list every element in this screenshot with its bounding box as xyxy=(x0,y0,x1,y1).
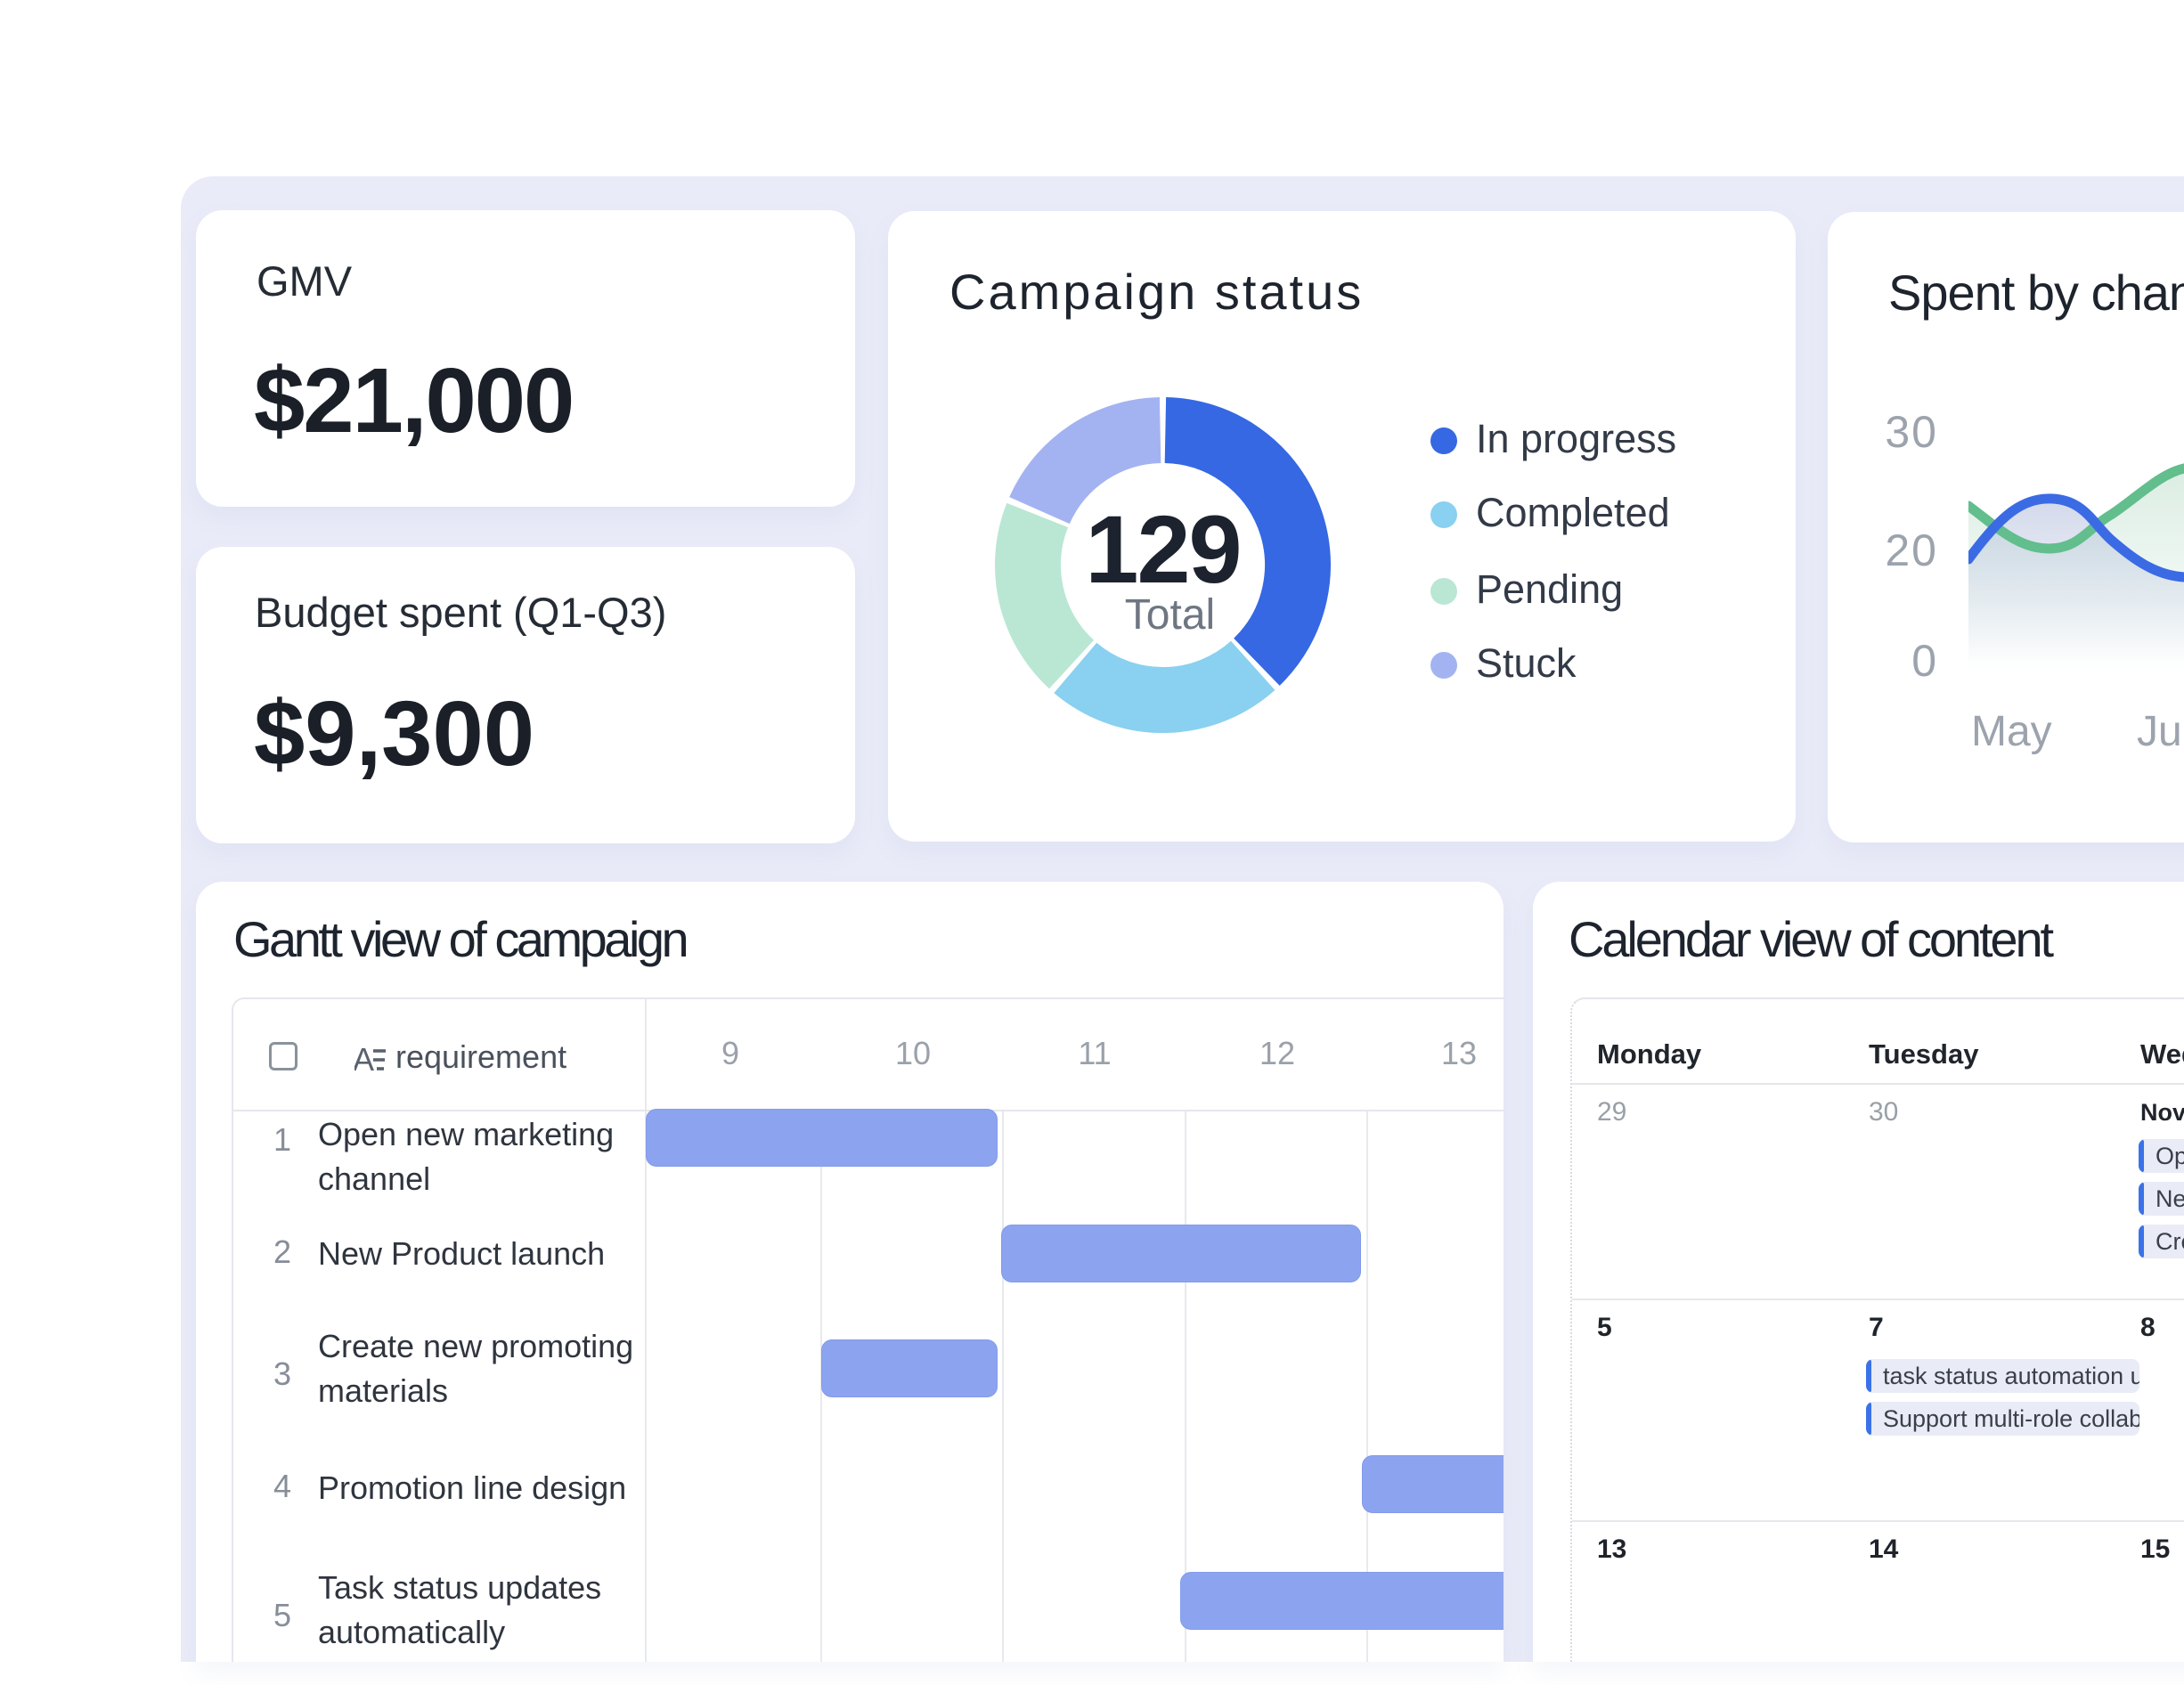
svg-text:A: A xyxy=(354,1042,374,1074)
